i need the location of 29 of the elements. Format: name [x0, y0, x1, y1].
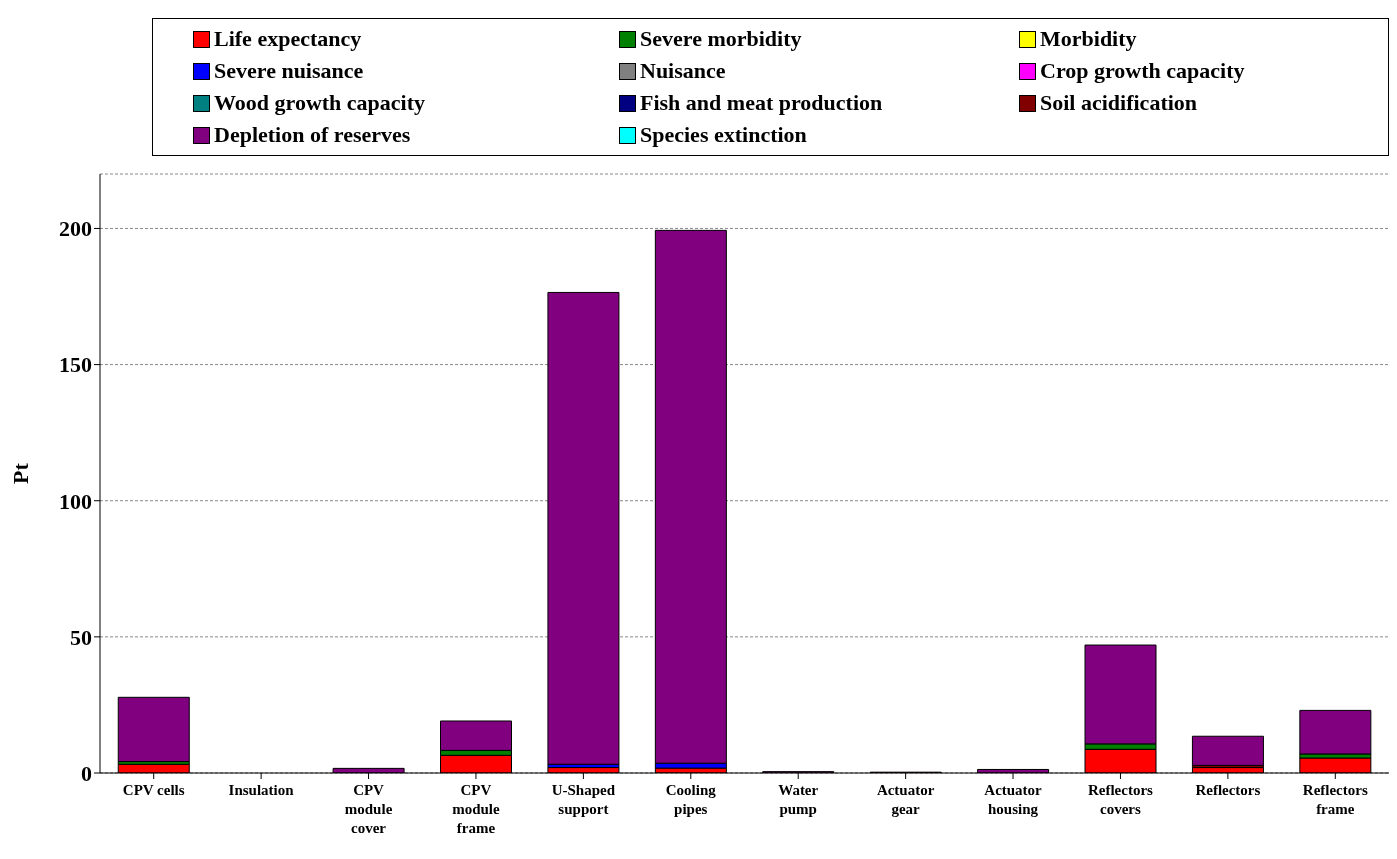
legend-label: Severe morbidity: [639, 25, 803, 53]
legend-label: Morbidity: [1039, 25, 1138, 53]
x-tick-label: Reflectors covers: [1087, 782, 1154, 817]
y-tick-label: 150: [59, 352, 92, 378]
legend-label: Species extinction: [639, 121, 808, 149]
legend-label: Life expectancy: [213, 25, 363, 53]
legend-label: Soil acidification: [1039, 89, 1199, 117]
legend-label: Severe nuisance: [213, 57, 365, 85]
x-tick-label: CPV module frame: [452, 782, 501, 836]
y-axis-title: Pt: [7, 462, 33, 484]
y-tick-label: 50: [70, 624, 92, 650]
x-tick-label: Reflectors: [1195, 782, 1261, 798]
legend-label: Fish and meat production: [639, 89, 884, 117]
x-tick-label: Insulation: [228, 782, 295, 798]
x-tick-label: Water pump: [778, 782, 819, 817]
legend-label: Wood growth capacity: [213, 89, 427, 117]
x-tick-label: Actuator gear: [876, 782, 935, 817]
x-tick-label: Cooling pipes: [665, 782, 717, 817]
x-tick-label: CPV cells: [122, 782, 185, 798]
x-tick-label: Reflectors frame: [1302, 782, 1368, 817]
legend-label: Nuisance: [639, 57, 727, 85]
y-tick-label: 200: [59, 216, 92, 242]
x-tick-label: Actuator housing: [984, 782, 1043, 817]
y-tick-label: 100: [59, 488, 92, 514]
legend-label: Depletion of reserves: [213, 121, 412, 149]
x-tick-label: U-Shaped support: [551, 782, 616, 817]
legend-label: Crop growth capacity: [1039, 57, 1246, 85]
y-tick-label: 0: [81, 760, 92, 786]
x-tick-label: CPV module cover: [344, 782, 393, 836]
